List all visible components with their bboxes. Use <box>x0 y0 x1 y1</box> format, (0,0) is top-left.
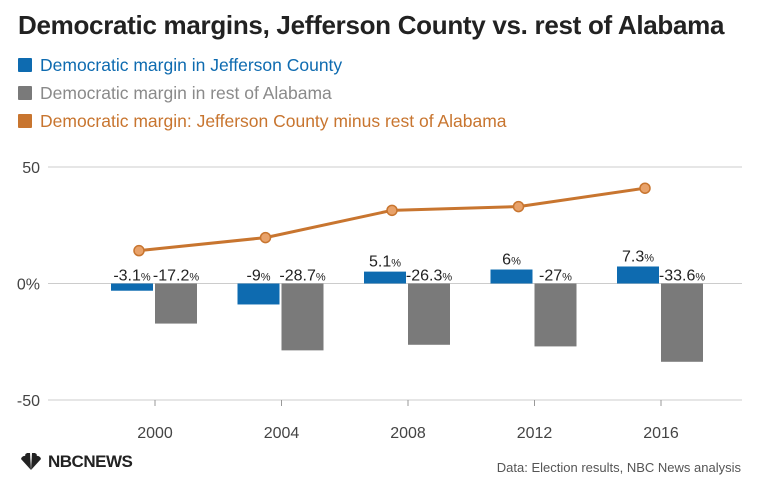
data-label-rest-2008: -26.3% <box>406 268 452 285</box>
y-tick-label-2: -50 <box>17 393 40 410</box>
data-label-jefferson-2000: -3.1% <box>113 268 151 285</box>
data-label-rest-2016: -33.6% <box>659 268 705 285</box>
peacock-icon <box>21 453 41 470</box>
bar-rest-2000 <box>155 283 197 324</box>
legend-swatch-jefferson <box>18 58 32 72</box>
bar-jefferson-2000 <box>111 283 153 291</box>
bar-rest-2004 <box>281 283 324 351</box>
legend-label-diff: Democratic margin: Jefferson County minu… <box>40 110 507 131</box>
data-label-jefferson-2016: 7.3% <box>622 248 654 265</box>
legend-item-rest: Democratic margin in rest of Alabama <box>18 79 507 107</box>
legend-label-jefferson: Democratic margin in Jefferson County <box>40 54 343 75</box>
data-label-jefferson-2012: 6% <box>502 252 521 269</box>
legend: Democratic margin in Jefferson County De… <box>18 51 507 135</box>
legend-item-jefferson: Democratic margin in Jefferson County <box>18 51 507 79</box>
y-tick-label-1: 0% <box>17 277 40 294</box>
bar-jefferson-2004 <box>237 283 280 305</box>
point-diff-2008 <box>386 204 398 217</box>
data-label-rest-2004: -28.7% <box>279 268 325 285</box>
x-tick-label-4: 2016 <box>643 425 679 442</box>
point-diff-2012 <box>512 200 525 213</box>
chart-title: Democratic margins, Jefferson County vs.… <box>18 10 725 40</box>
x-tick-label-0: 2000 <box>137 425 173 442</box>
nbc-news-logo: NBCNEWS <box>18 452 133 472</box>
line-diff <box>138 186 646 253</box>
data-label-rest-2000: -17.2% <box>153 268 199 285</box>
data-label-rest-2012: -27% <box>539 268 572 285</box>
x-tick-label-1: 2004 <box>264 425 300 442</box>
legend-label-rest: Democratic margin in rest of Alabama <box>40 82 332 103</box>
legend-item-diff: Democratic margin: Jefferson County minu… <box>18 107 507 135</box>
legend-swatch-diff <box>18 114 32 128</box>
bar-jefferson-2016 <box>617 266 659 284</box>
bar-jefferson-2008 <box>364 271 406 284</box>
point-diff-2016 <box>639 182 651 194</box>
legend-swatch-rest <box>18 86 32 100</box>
point-diff-2004 <box>259 231 272 244</box>
y-tick-label-0: 50 <box>22 160 40 177</box>
point-diff-2000 <box>133 244 145 257</box>
logo-text: NBCNEWS <box>48 452 133 471</box>
bar-jefferson-2012 <box>490 269 533 284</box>
bar-rest-2012 <box>534 283 577 347</box>
data-label-jefferson-2008: 5.1% <box>369 254 401 271</box>
x-tick-label-2: 2008 <box>390 425 426 442</box>
bar-rest-2008 <box>408 283 450 345</box>
bar-rest-2016 <box>661 283 703 362</box>
data-label-jefferson-2004: -9% <box>246 268 270 285</box>
source-note: Data: Election results, NBC News analysi… <box>496 460 741 475</box>
x-tick-label-3: 2012 <box>517 425 553 442</box>
